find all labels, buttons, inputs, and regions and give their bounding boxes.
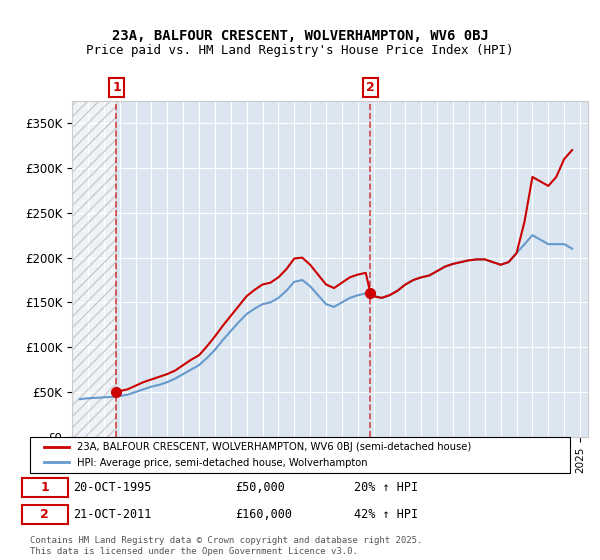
FancyBboxPatch shape [22,505,68,524]
Text: 42% ↑ HPI: 42% ↑ HPI [354,508,418,521]
FancyBboxPatch shape [30,437,570,473]
Text: 1: 1 [40,481,49,494]
Text: 2: 2 [366,81,375,94]
Text: £50,000: £50,000 [235,481,285,494]
Text: 23A, BALFOUR CRESCENT, WOLVERHAMPTON, WV6 0BJ: 23A, BALFOUR CRESCENT, WOLVERHAMPTON, WV… [112,29,488,44]
Legend: 23A, BALFOUR CRESCENT, WOLVERHAMPTON, WV6 0BJ (semi-detached house), HPI: Averag: 23A, BALFOUR CRESCENT, WOLVERHAMPTON, WV… [40,438,476,472]
FancyBboxPatch shape [22,478,68,497]
Text: £160,000: £160,000 [235,508,292,521]
Text: 21-OCT-2011: 21-OCT-2011 [73,508,152,521]
Text: 20% ↑ HPI: 20% ↑ HPI [354,481,418,494]
Text: 1: 1 [112,81,121,94]
Text: 2: 2 [40,508,49,521]
Bar [72,101,116,437]
Text: Contains HM Land Registry data © Crown copyright and database right 2025.
This d: Contains HM Land Registry data © Crown c… [30,536,422,556]
Text: Price paid vs. HM Land Registry's House Price Index (HPI): Price paid vs. HM Land Registry's House … [86,44,514,57]
Text: 20-OCT-1995: 20-OCT-1995 [73,481,152,494]
